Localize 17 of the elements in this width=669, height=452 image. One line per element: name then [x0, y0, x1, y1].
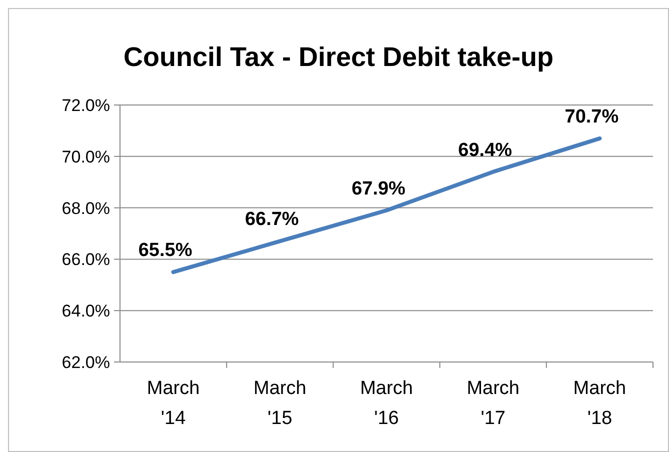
x-tick-label: March '18 [573, 378, 626, 429]
data-label: 66.7% [244, 209, 299, 230]
data-label: 70.7% [564, 106, 619, 128]
data-label: 67.9% [352, 178, 406, 200]
y-tick-label: 72.0% [62, 96, 110, 115]
x-tick-label: March '16 [360, 378, 413, 429]
x-tick-label: March '14 [146, 378, 200, 429]
data-label: 65.5% [138, 240, 192, 262]
y-tick-label: 70.0% [62, 147, 110, 166]
y-tick-label: 64.0% [62, 302, 110, 321]
x-tick-label: March '17 [466, 378, 520, 429]
data-label: 69.4% [458, 140, 512, 161]
x-tick-label: March '15 [254, 378, 306, 429]
chart-title: Council Tax - Direct Debit take-up [123, 42, 554, 72]
y-tick-label: 66.0% [62, 250, 110, 270]
y-tick-label: 62.0% [62, 352, 110, 372]
y-tick-label: 68.0% [62, 198, 110, 218]
